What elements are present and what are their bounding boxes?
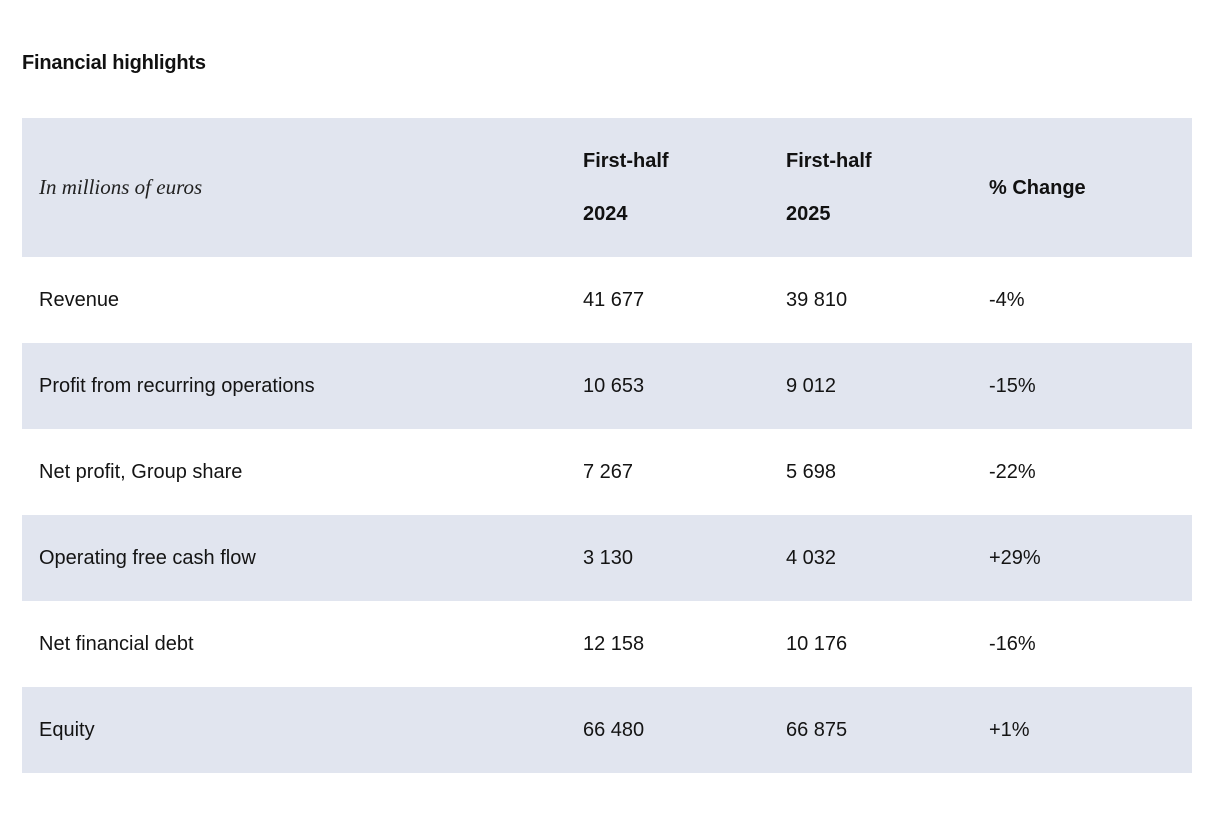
cell-change: -4%	[989, 288, 1025, 311]
cell-h1-2024: 41 677	[583, 288, 645, 311]
cell-h1-2024: 3 130	[583, 546, 634, 569]
cell-h1-2025: 66 875	[786, 718, 848, 741]
table-row: Net profit, Group share 7 267 5 698 -22%	[22, 429, 1192, 515]
cell-h1-2024: 7 267	[583, 460, 634, 483]
column-header-change: % Change	[972, 118, 1192, 257]
row-label: Operating free cash flow	[39, 546, 256, 569]
column-header-h1-2025: First-half 2025	[769, 118, 972, 257]
table-row: Operating free cash flow 3 130 4 032 +29…	[22, 515, 1192, 601]
cell-h1-2025: 5 698	[786, 460, 837, 483]
column-header-line2: 2024	[583, 203, 628, 225]
financial-highlights-table: In millions of euros First-half 2024 Fir…	[22, 118, 1192, 773]
column-header-h1-2024: First-half 2024	[566, 118, 769, 257]
page-title: Financial highlights	[22, 52, 206, 74]
unit-note-text: In millions of euros	[39, 175, 203, 199]
cell-h1-2024: 12 158	[583, 632, 645, 655]
cell-h1-2025: 9 012	[786, 374, 837, 397]
table-row: Equity 66 480 66 875 +1%	[22, 687, 1192, 773]
column-header-line1: First-half	[786, 150, 872, 172]
table-row: Profit from recurring operations 10 653 …	[22, 343, 1192, 429]
cell-h1-2025: 4 032	[786, 546, 837, 569]
table-row: Revenue 41 677 39 810 -4%	[22, 257, 1192, 343]
row-label: Profit from recurring operations	[39, 374, 315, 397]
cell-change: -22%	[989, 460, 1036, 483]
cell-change: +29%	[989, 546, 1041, 569]
cell-h1-2024: 10 653	[583, 374, 645, 397]
cell-h1-2025: 10 176	[786, 632, 848, 655]
cell-change: -16%	[989, 632, 1036, 655]
cell-change: +1%	[989, 718, 1030, 741]
cell-change: -15%	[989, 374, 1036, 397]
row-label: Revenue	[39, 288, 120, 311]
table-header-row: In millions of euros First-half 2024 Fir…	[22, 118, 1192, 257]
column-header-line2: 2025	[786, 203, 831, 225]
column-header-line1: First-half	[583, 150, 669, 172]
row-label: Net financial debt	[39, 632, 194, 655]
cell-h1-2025: 39 810	[786, 288, 848, 311]
column-header-line1: % Change	[989, 176, 1086, 199]
table-row: Net financial debt 12 158 10 176 -16%	[22, 601, 1192, 687]
cell-h1-2024: 66 480	[583, 718, 645, 741]
row-label: Equity	[39, 718, 95, 741]
row-label: Net profit, Group share	[39, 460, 243, 483]
unit-note: In millions of euros	[22, 118, 566, 257]
